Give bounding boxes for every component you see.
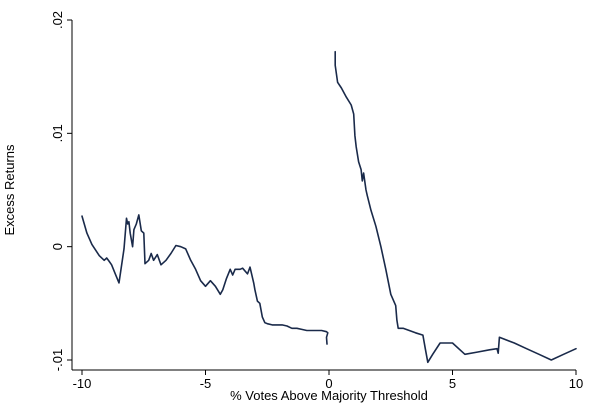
series-lines xyxy=(81,50,577,364)
series-line-left xyxy=(81,214,329,345)
x-tick-label: 5 xyxy=(449,376,456,391)
y-axis-ticks: -.01 0 .01 .02 xyxy=(50,11,72,371)
x-axis-ticks: -10 -5 0 5 10 xyxy=(73,370,583,391)
y-tick-label: 0 xyxy=(50,243,65,250)
x-tick-label: 0 xyxy=(325,376,332,391)
y-axis-label: Excess Returns xyxy=(2,144,17,236)
x-axis-label: % Votes Above Majority Threshold xyxy=(230,388,428,403)
y-tick-label: .01 xyxy=(50,124,65,142)
y-tick-label: -.01 xyxy=(50,349,65,371)
x-tick-label: -10 xyxy=(73,376,92,391)
series-line-right xyxy=(334,50,577,364)
y-tick-label: .02 xyxy=(50,11,65,29)
axes xyxy=(71,20,576,371)
x-tick-label: 10 xyxy=(569,376,583,391)
x-tick-label: -5 xyxy=(200,376,212,391)
